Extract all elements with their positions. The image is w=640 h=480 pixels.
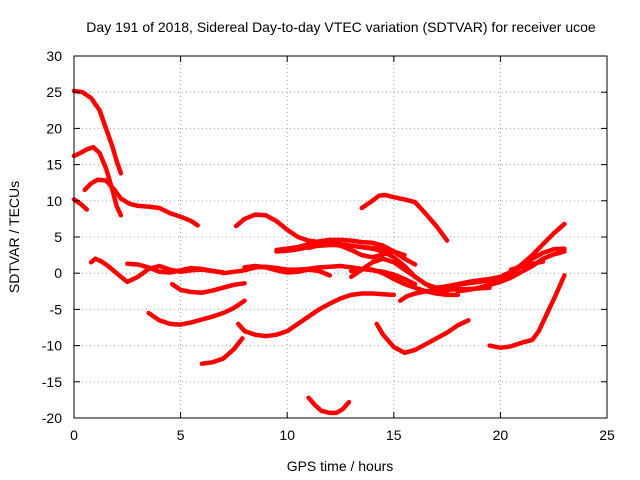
series-line-sat-27	[508, 259, 546, 272]
y-tick-label: 15	[46, 157, 62, 173]
y-tick-label: 0	[54, 265, 62, 281]
x-tick-label: 0	[70, 427, 78, 443]
series-line-sat-20	[359, 192, 450, 243]
x-tick-label: 10	[279, 427, 295, 443]
series-line-sat-26	[487, 273, 567, 351]
plot-frame	[73, 55, 608, 419]
grid	[74, 56, 607, 418]
series-line-sat-02	[71, 144, 124, 218]
chart-title: Day 191 of 2018, Sidereal Day-to-day VTE…	[86, 19, 596, 35]
series-line-sat-12	[235, 291, 397, 339]
series-line-sat-01	[71, 88, 124, 176]
series-line-sat-25	[455, 249, 567, 294]
y-tick-label: 25	[46, 84, 62, 100]
series-line-sat-24	[444, 246, 567, 289]
series-line-sat-06	[125, 261, 226, 275]
series-line-sat-09	[199, 336, 245, 366]
series-line-sat-17	[306, 395, 352, 416]
series-line-sat-08	[146, 298, 247, 327]
y-tick-label: -20	[42, 410, 62, 426]
series-line-sat-18	[348, 256, 450, 296]
x-tick-label: 15	[386, 427, 402, 443]
series-line-sat-21	[374, 318, 471, 356]
series-line-sat-11	[242, 263, 333, 278]
y-tick-label: 30	[46, 48, 62, 64]
data-series-group	[71, 88, 567, 416]
x-tick-label: 20	[493, 427, 509, 443]
y-tick-label: -5	[50, 301, 63, 317]
y-tick-label: 10	[46, 193, 62, 209]
y-tick-label: 5	[54, 229, 62, 245]
x-tick-label: 25	[599, 427, 615, 443]
series-line-sat-19	[348, 266, 461, 298]
y-tick-label: -15	[42, 374, 62, 390]
y-axis-label: SDTVAR / TECUs	[6, 181, 22, 293]
series-line-sat-07	[169, 281, 247, 295]
y-tick-label: -10	[42, 338, 62, 354]
x-tick-label: 5	[177, 427, 185, 443]
axis-ticks: 0 5 10 15 20 25 -20 -15 -10 -5 0 5 10 15 20 25 30	[42, 48, 615, 443]
series-line-sat-16	[306, 241, 397, 260]
y-tick-label: 20	[46, 120, 62, 136]
x-axis-label: GPS time / hours	[287, 458, 394, 474]
series-line-sat-04	[82, 177, 200, 228]
